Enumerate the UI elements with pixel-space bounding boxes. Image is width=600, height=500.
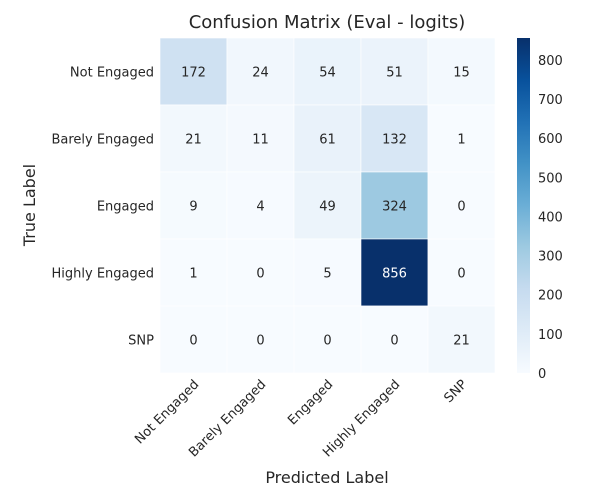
cell-value-label: 15 xyxy=(453,66,470,81)
heatmap-cell xyxy=(159,305,228,374)
cell-value-label: 21 xyxy=(453,334,470,349)
cell-value-label: 11 xyxy=(252,133,269,148)
heatmap-cell xyxy=(293,104,362,173)
heatmap-cell xyxy=(159,104,228,173)
heatmap-cell xyxy=(159,37,228,106)
heatmap-cell xyxy=(360,238,429,307)
y-tick-label: Not Engaged xyxy=(70,66,154,81)
x-tick-label: SNP xyxy=(441,377,470,406)
colorbar-tick-label: 400 xyxy=(538,210,563,225)
cell-value-label: 0 xyxy=(457,200,465,215)
heatmap-cell xyxy=(293,171,362,240)
colorbar-tick-label: 200 xyxy=(538,289,563,304)
colorbar-tick-label: 700 xyxy=(538,93,563,108)
x-axis-label: Predicted Label xyxy=(265,468,388,487)
cell-value-label: 132 xyxy=(382,133,407,148)
cell-value-label: 172 xyxy=(181,66,206,81)
colorbar-tick-label: 600 xyxy=(538,132,563,147)
heatmap-cell xyxy=(293,305,362,374)
heatmap-cell xyxy=(360,171,429,240)
heatmap-cell xyxy=(427,171,496,240)
cell-value-label: 0 xyxy=(256,334,264,349)
cell-value-label: 1 xyxy=(457,133,465,148)
cell-value-label: 0 xyxy=(256,267,264,282)
cell-value-label: 21 xyxy=(185,133,202,148)
cell-value-label: 1 xyxy=(189,267,197,282)
heatmap-cell xyxy=(293,37,362,106)
cell-value-label: 324 xyxy=(382,200,407,215)
colorbar-tick-label: 300 xyxy=(538,250,563,265)
colorbar-tick-label: 100 xyxy=(538,328,563,343)
colorbar-tick-label: 0 xyxy=(538,367,546,382)
y-axis-label: True Label xyxy=(20,164,39,247)
heatmap-cell xyxy=(360,37,429,106)
heatmap-cell xyxy=(427,104,496,173)
chart-title: Confusion Matrix (Eval - logits) xyxy=(189,12,466,33)
cell-value-label: 54 xyxy=(319,66,336,81)
cell-annotations: 172 24 54 51 15 21 11 61 132 1 9 4 49 324 0 1 0 5 856 0 0 0 0 0… xyxy=(181,66,470,349)
colorbar: 0 100 200 300 400 500 600 700 800 xyxy=(517,38,563,382)
colorbar-tick-label: 800 xyxy=(538,54,563,69)
y-tick-label: SNP xyxy=(128,334,154,349)
colorbar-tick-label: 500 xyxy=(538,171,563,186)
cell-value-label: 0 xyxy=(457,267,465,282)
cell-value-label: 49 xyxy=(319,200,336,215)
x-tick-label: Engaged xyxy=(285,377,336,428)
cell-value-label: 9 xyxy=(189,200,197,215)
cell-value-label: 0 xyxy=(390,334,398,349)
heatmap-cell xyxy=(427,37,496,106)
heatmap-cell xyxy=(159,238,228,307)
cell-value-label: 4 xyxy=(256,200,264,215)
y-tick-label: Engaged xyxy=(97,200,154,215)
colorbar-gradient xyxy=(517,38,530,373)
cell-value-label: 61 xyxy=(319,133,336,148)
y-tick-label: Barely Engaged xyxy=(51,133,154,148)
cell-value-label: 24 xyxy=(252,66,269,81)
cell-value-label: 51 xyxy=(386,66,403,81)
heatmap-cells xyxy=(159,37,496,374)
cell-value-label: 0 xyxy=(189,334,197,349)
cell-value-label: 856 xyxy=(382,267,407,282)
cell-value-label: 5 xyxy=(323,267,331,282)
heatmap-cell xyxy=(427,238,496,307)
y-tick-label: Highly Engaged xyxy=(52,267,155,282)
heatmap-cell xyxy=(427,305,496,374)
y-tick-labels: Not Engaged Barely Engaged Engaged Highly E… xyxy=(51,66,154,349)
heatmap-cell xyxy=(226,305,295,374)
heatmap-cell xyxy=(293,238,362,307)
cell-value-label: 0 xyxy=(323,334,331,349)
x-tick-label: Not Engaged xyxy=(132,377,202,447)
heatmap-cell xyxy=(226,238,295,307)
heatmap-cell xyxy=(226,37,295,106)
heatmap-cell xyxy=(226,171,295,240)
